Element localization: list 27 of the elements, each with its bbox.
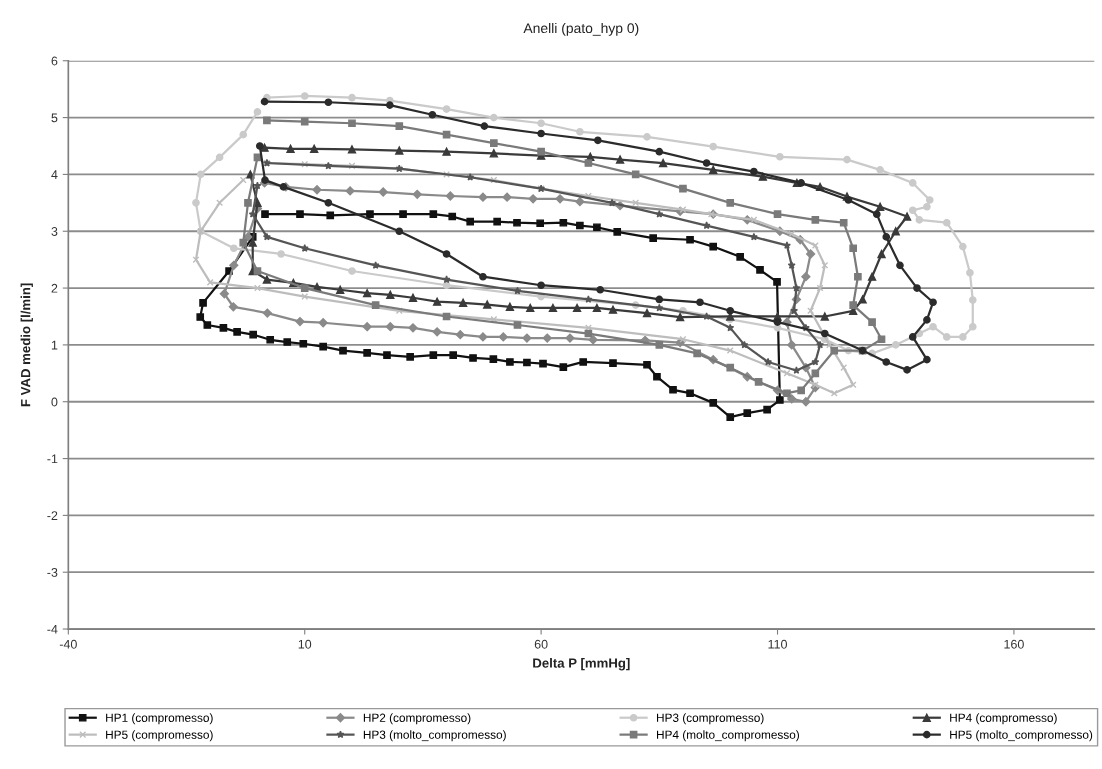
y-tick-label: -1 <box>47 454 58 464</box>
x-tick-label: 160 <box>1004 639 1024 649</box>
y-tick-label: 6 <box>51 56 58 66</box>
y-tick-label: 5 <box>51 113 58 123</box>
y-tick-label: 1 <box>51 340 58 350</box>
x-tick-label: 10 <box>298 639 312 649</box>
legend-label: HP3 (molto_compromesso) <box>363 730 506 742</box>
legend-label: HP5 (molto_compromesso) <box>950 730 1093 742</box>
y-tick-label: 2 <box>51 283 58 293</box>
y-tick-label: -4 <box>47 624 58 634</box>
y-tick-label: 4 <box>51 170 58 179</box>
x-tick-label: 60 <box>534 639 548 649</box>
x-tick-label: -40 <box>59 639 77 649</box>
chart-title: Anelli (pato_hyp 0) <box>523 22 639 36</box>
legend-label: HP2 (compromesso) <box>363 713 471 725</box>
legend-label: HP4 (molto_compromesso) <box>657 730 799 742</box>
y-tick-label: 3 <box>51 227 58 236</box>
x-tick-label: 110 <box>768 639 787 649</box>
x-axis-title: Delta P [mmHg] <box>533 658 630 671</box>
y-axis-title: F VAD medio [l/min] <box>20 283 33 407</box>
legend-label: HP3 (compromesso) <box>657 713 764 725</box>
y-tick-label: -3 <box>47 568 58 577</box>
y-tick-label: 0 <box>51 397 58 407</box>
y-tick-label: -2 <box>47 511 58 520</box>
legend-label: HP1 (compromesso) <box>106 713 213 725</box>
legend-label: HP5 (compromesso) <box>106 730 213 742</box>
legend-label: HP4 (compromesso) <box>950 713 1057 725</box>
